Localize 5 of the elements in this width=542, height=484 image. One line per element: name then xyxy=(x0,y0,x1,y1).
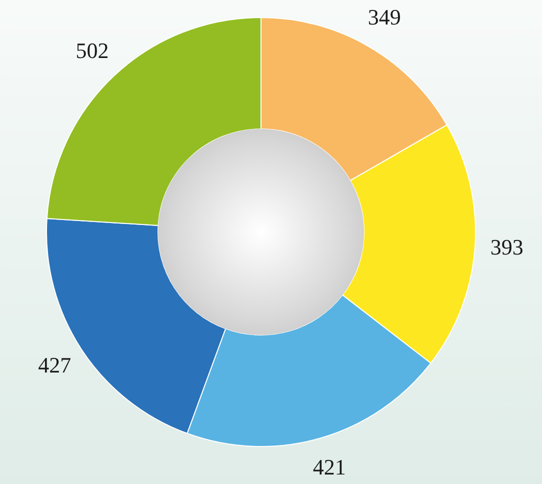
data-label: 502 xyxy=(76,38,109,64)
data-label: 349 xyxy=(368,4,401,30)
data-label: 427 xyxy=(38,352,72,378)
data-label: 421 xyxy=(312,454,346,480)
data-label: 393 xyxy=(490,234,524,260)
